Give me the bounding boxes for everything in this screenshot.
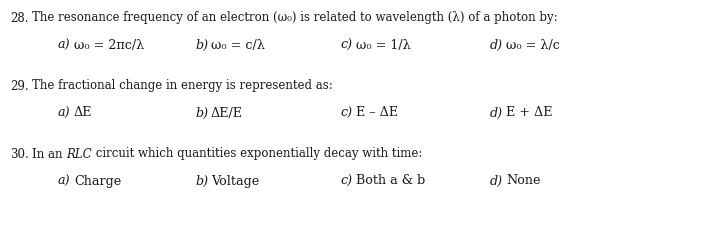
Text: c): c) [340, 38, 352, 52]
Text: The resonance frequency of an electron (ω₀) is related to wavelength (λ) of a ph: The resonance frequency of an electron (… [32, 11, 557, 25]
Text: ω₀ = c/λ: ω₀ = c/λ [211, 38, 265, 52]
Text: 28.: 28. [10, 11, 29, 25]
Text: ΔE: ΔE [74, 106, 93, 120]
Text: c): c) [340, 106, 352, 120]
Text: Voltage: Voltage [211, 174, 259, 188]
Text: a): a) [58, 106, 70, 120]
Text: 29.: 29. [10, 79, 29, 93]
Text: ω₀ = 2πc/λ: ω₀ = 2πc/λ [74, 38, 144, 52]
Text: ΔE/E: ΔE/E [211, 106, 243, 120]
Text: Both a & b: Both a & b [356, 174, 425, 188]
Text: E + ΔE: E + ΔE [506, 106, 553, 120]
Text: b): b) [195, 38, 208, 52]
Text: None: None [506, 174, 541, 188]
Text: ω₀ = 1/λ: ω₀ = 1/λ [356, 38, 411, 52]
Text: circuit which quantities exponentially decay with time:: circuit which quantities exponentially d… [92, 147, 423, 161]
Text: a): a) [58, 38, 70, 52]
Text: d): d) [490, 38, 503, 52]
Text: a): a) [58, 174, 70, 188]
Text: c): c) [340, 174, 352, 188]
Text: RLC: RLC [66, 147, 92, 161]
Text: Charge: Charge [74, 174, 121, 188]
Text: ω₀ = λ/c: ω₀ = λ/c [506, 38, 560, 52]
Text: The fractional change in energy is represented as:: The fractional change in energy is repre… [32, 79, 333, 93]
Text: b): b) [195, 174, 208, 188]
Text: b): b) [195, 106, 208, 120]
Text: d): d) [490, 106, 503, 120]
Text: d): d) [490, 174, 503, 188]
Text: E – ΔE: E – ΔE [356, 106, 398, 120]
Text: In an: In an [32, 147, 66, 161]
Text: 30.: 30. [10, 147, 29, 161]
